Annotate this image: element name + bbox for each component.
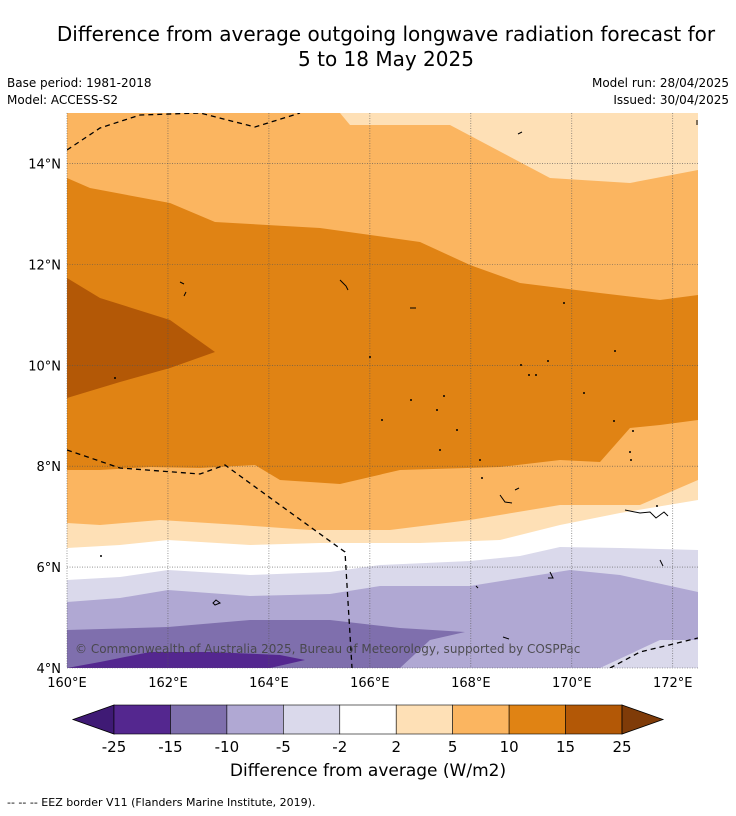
colorbar bbox=[71, 704, 665, 735]
colorbar-tick-label: -15 bbox=[158, 738, 183, 756]
colorbar-tick-label: -25 bbox=[102, 738, 127, 756]
island-dot bbox=[443, 395, 445, 397]
island-dot bbox=[439, 449, 441, 451]
colorbar-swatch bbox=[113, 704, 171, 735]
lat-tick-label: 10°N bbox=[28, 359, 61, 374]
island-dot bbox=[630, 459, 632, 461]
meta-right: Model run: 28/04/2025 Issued: 30/04/2025 bbox=[592, 75, 729, 109]
eez-borders bbox=[67, 113, 698, 668]
colorbar-swatch bbox=[226, 704, 284, 735]
colorbar-tick-label: 2 bbox=[391, 738, 401, 756]
island-outline bbox=[502, 636, 510, 640]
latitude-labels: 4°N 6°N 8°N 10°N 12°N 14°N bbox=[28, 157, 61, 677]
lon-tick-label: 160°E bbox=[47, 676, 87, 691]
olr-anomaly-map: © Commonwealth of Australia 2025, Bureau… bbox=[28, 113, 698, 756]
colorbar-tick-label: 15 bbox=[556, 738, 575, 756]
colorbar-tick-label: 10 bbox=[500, 738, 519, 756]
colorbar-extend-low bbox=[71, 704, 115, 735]
colorbar-tick-labels: -25 -15 -10 -5 -2 2 5 10 15 25 bbox=[102, 738, 632, 756]
island-dot bbox=[100, 555, 102, 557]
colorbar-swatch bbox=[283, 704, 341, 735]
gridlines bbox=[66, 113, 698, 669]
island-dot bbox=[563, 302, 565, 304]
island-dot bbox=[114, 377, 116, 379]
copyright-notice: © Commonwealth of Australia 2025, Bureau… bbox=[75, 642, 580, 656]
island-dot bbox=[583, 392, 585, 394]
island-dot bbox=[613, 420, 615, 422]
island-outline bbox=[499, 494, 513, 504]
island-dot bbox=[614, 350, 616, 352]
colorbar-tick-label: -2 bbox=[332, 738, 347, 756]
island-dot bbox=[629, 451, 631, 453]
lat-tick-label: 6°N bbox=[37, 561, 62, 576]
island-outline bbox=[212, 599, 222, 606]
islands bbox=[179, 120, 698, 640]
colorbar-tick-label: 5 bbox=[448, 738, 458, 756]
fill-10-15 bbox=[67, 178, 698, 484]
lat-tick-label: 14°N bbox=[28, 157, 61, 172]
lat-tick-label: 4°N bbox=[37, 662, 62, 677]
colorbar-swatch bbox=[170, 704, 228, 735]
lon-tick-label: 172°E bbox=[653, 676, 693, 691]
fill-minus-15-25 bbox=[67, 652, 305, 668]
colorbar-tick-label: 25 bbox=[612, 738, 631, 756]
colorbar-label: Difference from average (W/m2) bbox=[229, 761, 507, 781]
island-outline bbox=[183, 291, 187, 297]
island-dot bbox=[547, 360, 549, 362]
title-line-1: Difference from average outgoing longwav… bbox=[56, 22, 716, 46]
eez-legend-note: -- -- -- EEZ border V11 (Flanders Marine… bbox=[7, 796, 316, 809]
longitude-labels: 160°E 162°E 164°E 166°E 168°E 170°E 172°E bbox=[47, 676, 692, 691]
colorbar-swatch bbox=[339, 704, 397, 735]
issued-date: Issued: 30/04/2025 bbox=[613, 93, 729, 107]
island-dots bbox=[100, 302, 658, 557]
island-dot bbox=[479, 459, 481, 461]
model-run: Model run: 28/04/2025 bbox=[591, 76, 729, 90]
island-dot bbox=[456, 429, 458, 431]
meta-left: Base period: 1981-2018 Model: ACCESS-S2 bbox=[7, 75, 152, 109]
island-dot bbox=[410, 399, 412, 401]
lon-tick-label: 170°E bbox=[552, 676, 592, 691]
contour-fills bbox=[67, 113, 698, 668]
title-line-2: 5 to 18 May 2025 bbox=[298, 47, 474, 71]
island-outline bbox=[475, 585, 479, 589]
colorbar-swatch bbox=[452, 704, 510, 735]
island-dot bbox=[535, 374, 537, 376]
colorbar-swatch bbox=[508, 704, 566, 735]
island-dot bbox=[656, 505, 658, 507]
island-outline bbox=[514, 487, 520, 491]
eez-border-west bbox=[67, 449, 353, 668]
lat-tick-label: 8°N bbox=[37, 460, 62, 475]
model-name: Model: ACCESS-S2 bbox=[7, 93, 119, 107]
island-dot bbox=[436, 409, 438, 411]
lat-tick-label: 12°N bbox=[28, 258, 61, 273]
colorbar-extend-high bbox=[621, 704, 665, 735]
colorbar-tick-label: -5 bbox=[276, 738, 291, 756]
island-outline bbox=[339, 279, 349, 291]
lon-tick-label: 164°E bbox=[249, 676, 289, 691]
island-dot bbox=[528, 374, 530, 376]
island-dot bbox=[381, 419, 383, 421]
lon-tick-label: 166°E bbox=[350, 676, 390, 691]
fill-15-25 bbox=[67, 278, 215, 398]
island-dot bbox=[632, 430, 634, 432]
island-dot bbox=[369, 356, 371, 358]
lon-tick-label: 168°E bbox=[451, 676, 491, 691]
colorbar-swatch bbox=[395, 704, 453, 735]
colorbar-swatch bbox=[565, 704, 623, 735]
eez-border-north bbox=[67, 113, 301, 151]
island-outline bbox=[548, 571, 554, 579]
eez-border-southeast bbox=[609, 637, 698, 668]
island-dot bbox=[520, 364, 522, 366]
lon-tick-label: 162°E bbox=[148, 676, 188, 691]
island-outline bbox=[624, 509, 669, 519]
colorbar-tick-label: -10 bbox=[215, 738, 240, 756]
island-outline bbox=[517, 131, 523, 135]
island-dot bbox=[481, 477, 483, 479]
island-outline bbox=[659, 559, 664, 567]
island-outline bbox=[179, 281, 185, 285]
map-title: Difference from average outgoing longwav… bbox=[0, 22, 736, 72]
base-period: Base period: 1981-2018 bbox=[7, 76, 152, 90]
